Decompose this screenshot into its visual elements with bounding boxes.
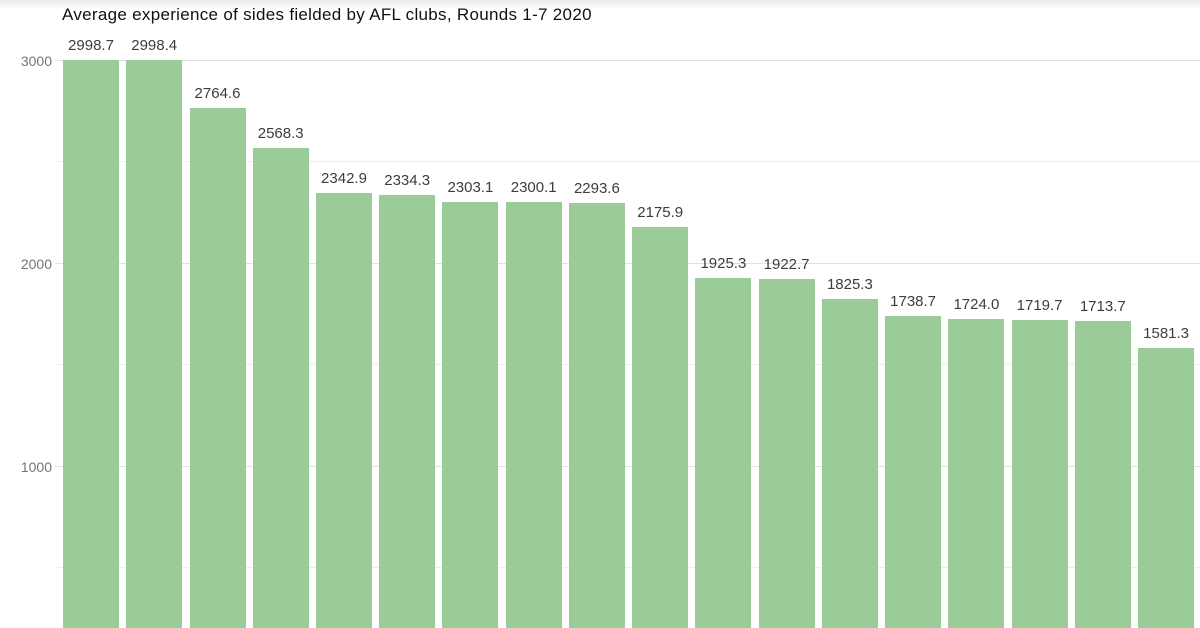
chart-title: Average experience of sides fielded by A… — [62, 5, 592, 24]
bar — [1011, 319, 1068, 628]
bar — [126, 60, 183, 628]
y-axis-tick-label: 1000 — [20, 459, 52, 475]
bar — [379, 195, 436, 628]
major-gridline — [55, 263, 1200, 264]
minor-gridline — [55, 364, 1200, 365]
bar — [1138, 348, 1195, 628]
bar — [252, 147, 309, 628]
bar — [316, 193, 372, 628]
bar — [948, 319, 1005, 628]
bar-value-label: 2334.3 — [384, 172, 431, 190]
bar — [505, 202, 562, 628]
bar-value-label: 2764.6 — [194, 84, 241, 102]
bar-value-label: 1713.7 — [1079, 298, 1126, 316]
bar-value-label: 1922.7 — [763, 255, 810, 273]
bar-value-label: 1581.3 — [1143, 325, 1190, 342]
bar — [758, 278, 815, 628]
bar-value-label: 2998.4 — [131, 37, 178, 55]
y-axis-tick-label: 2000 — [20, 256, 52, 272]
bar-value-label: 2568.3 — [257, 124, 304, 142]
bar-value-label: 1724.0 — [953, 296, 1000, 313]
bar-value-label: 1925.3 — [700, 255, 747, 273]
bar — [632, 227, 689, 628]
bar — [63, 60, 119, 628]
bar — [885, 316, 942, 628]
bar-value-label: 2998.7 — [68, 37, 114, 55]
bar-value-label: 2175.9 — [637, 204, 684, 222]
bar-value-label: 2293.6 — [573, 180, 620, 198]
bar — [442, 201, 499, 628]
bar-value-label: 2300.1 — [510, 179, 557, 197]
minor-gridline — [55, 567, 1200, 568]
minor-gridline — [55, 161, 1200, 162]
bar — [1074, 321, 1131, 628]
bar — [695, 278, 752, 628]
bar — [189, 107, 246, 628]
bar-value-label: 2303.1 — [447, 178, 494, 196]
y-axis-tick-label: 3000 — [20, 53, 52, 69]
bar-value-label: 1738.7 — [890, 293, 937, 310]
bar — [821, 298, 878, 628]
bar-value-label: 2342.9 — [321, 170, 367, 188]
bar — [568, 203, 625, 628]
major-gridline — [55, 466, 1200, 467]
bar-value-label: 1719.7 — [1016, 296, 1063, 314]
bar-value-label: 1825.3 — [826, 275, 873, 293]
major-gridline — [55, 60, 1200, 61]
